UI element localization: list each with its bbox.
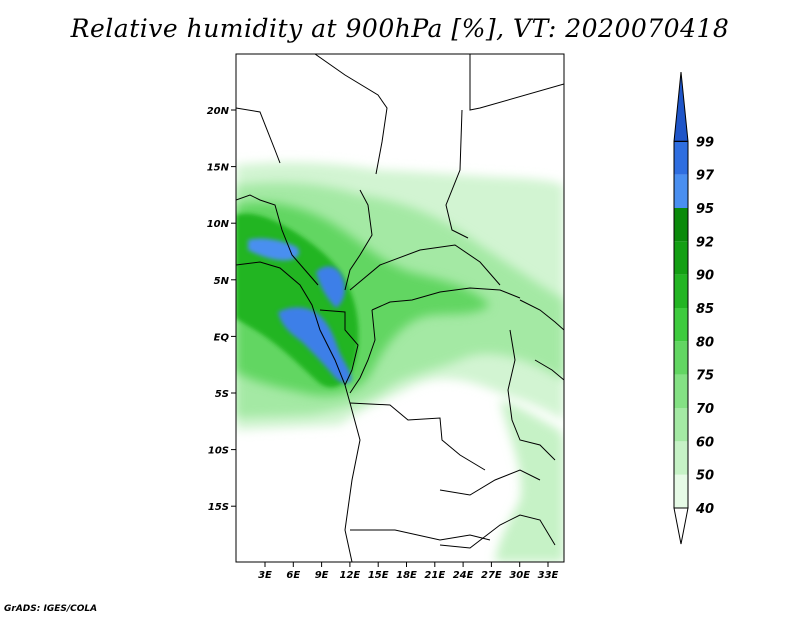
lon-tick-label: 21E [424, 570, 445, 581]
lat-tick-label: 20N [207, 106, 230, 117]
colorbar-segment [674, 474, 688, 508]
colorbar-segment [674, 141, 688, 175]
colorbar-level-label: 80 [696, 335, 714, 350]
lon-tick-label: 27E [481, 570, 502, 581]
colorbar-segment [674, 441, 688, 475]
coastline-south [439, 514, 556, 549]
border-tanzania [534, 359, 564, 381]
border-egypt-sudan [469, 54, 564, 111]
colorbar-frame [673, 140, 689, 509]
coastline-west [236, 261, 361, 562]
colorbar-segment [674, 408, 688, 442]
lat-tick-label: 5N [214, 276, 230, 287]
humidity-field [236, 162, 564, 562]
colorbar-level-label: 60 [696, 435, 714, 450]
colorbar: 40 50 60 70 75 80 85 90 92 95 97 99 [673, 71, 715, 545]
lon-tick-label: 30E [509, 570, 530, 581]
lon-tick-label: 6E [286, 570, 300, 581]
border-congo-drc [349, 309, 376, 394]
colorbar-level-label: 85 [696, 302, 714, 317]
colorbar-level-label: 99 [696, 135, 714, 150]
lon-tick-label: 12E [340, 570, 361, 581]
border-car-south [349, 244, 501, 291]
colorbar-level-label: 90 [696, 269, 714, 284]
lat-tick-label: 15S [208, 502, 229, 513]
border-uganda-kenya [519, 299, 564, 331]
country-borders [236, 54, 564, 562]
lon-tick-label: 33E [538, 570, 559, 581]
saturation-zone-cameroon [316, 266, 345, 308]
border-niger-chad [236, 107, 281, 164]
grads-credit: GrADS: IGES/COLA [4, 604, 98, 614]
lat-tick-label: 15N [207, 163, 230, 174]
border-chad-sudan [445, 109, 469, 239]
lat-tick-label: 10S [208, 446, 229, 457]
humidity-zone-southeast [495, 400, 564, 562]
colorbar-level-label: 97 [696, 169, 715, 184]
lon-tick-label: 24E [453, 570, 474, 581]
colorbar-level-label: 95 [696, 202, 714, 217]
latitude-axis: 20N 15N 10N 5N EQ 5S 10S 15S [207, 106, 236, 513]
lat-tick-label: 10N [207, 219, 230, 230]
lon-tick-label: 18E [396, 570, 417, 581]
border-libya-chad [314, 54, 388, 175]
lat-tick-label: 5S [215, 389, 229, 400]
map-plot-area: 20N 15N 10N 5N EQ 5S 10S 15S 3E 6E 9E 12E 15E 18E 21E… [207, 53, 565, 581]
colorbar-level-label: 75 [696, 369, 714, 384]
colorbar-level-label: 40 [695, 502, 714, 517]
colorbar-segment [674, 308, 688, 342]
border-zambia [439, 469, 541, 496]
border-angola-namibia [350, 529, 491, 541]
border-nigeria-cameroon [236, 194, 319, 286]
saturation-zone-gabon [278, 307, 352, 383]
colorbar-under-arrow [673, 507, 689, 545]
saturation-zone-nigeria [248, 238, 300, 261]
colorbar-segment [674, 208, 688, 242]
lon-tick-label: 3E [258, 570, 272, 581]
border-east-lakes [507, 329, 556, 461]
border-car-drc [371, 287, 521, 311]
colorbar-level-label: 50 [696, 469, 714, 484]
colorbar-segment [674, 241, 688, 275]
colorbar-segment [674, 274, 688, 308]
longitude-axis: 3E 6E 9E 12E 15E 18E 21E 24E 27E 30E 33E [258, 562, 559, 581]
lat-tick-label: EQ [214, 332, 230, 343]
colorbar-level-label: 92 [696, 235, 714, 250]
border-cameroon-chad [344, 189, 373, 291]
chart-title: Relative humidity at 900hPa [%], VT: 202… [70, 14, 730, 43]
colorbar-level-label: 70 [696, 402, 714, 417]
colorbar-segment [674, 374, 688, 408]
map-frame [235, 53, 565, 563]
colorbar-segment [674, 341, 688, 375]
lon-tick-label: 15E [368, 570, 389, 581]
border-gabon-congo [319, 309, 359, 386]
lon-tick-label: 9E [315, 570, 329, 581]
colorbar-over-arrow [673, 71, 689, 142]
border-drc-angola [349, 402, 486, 471]
colorbar-segment [674, 174, 688, 208]
